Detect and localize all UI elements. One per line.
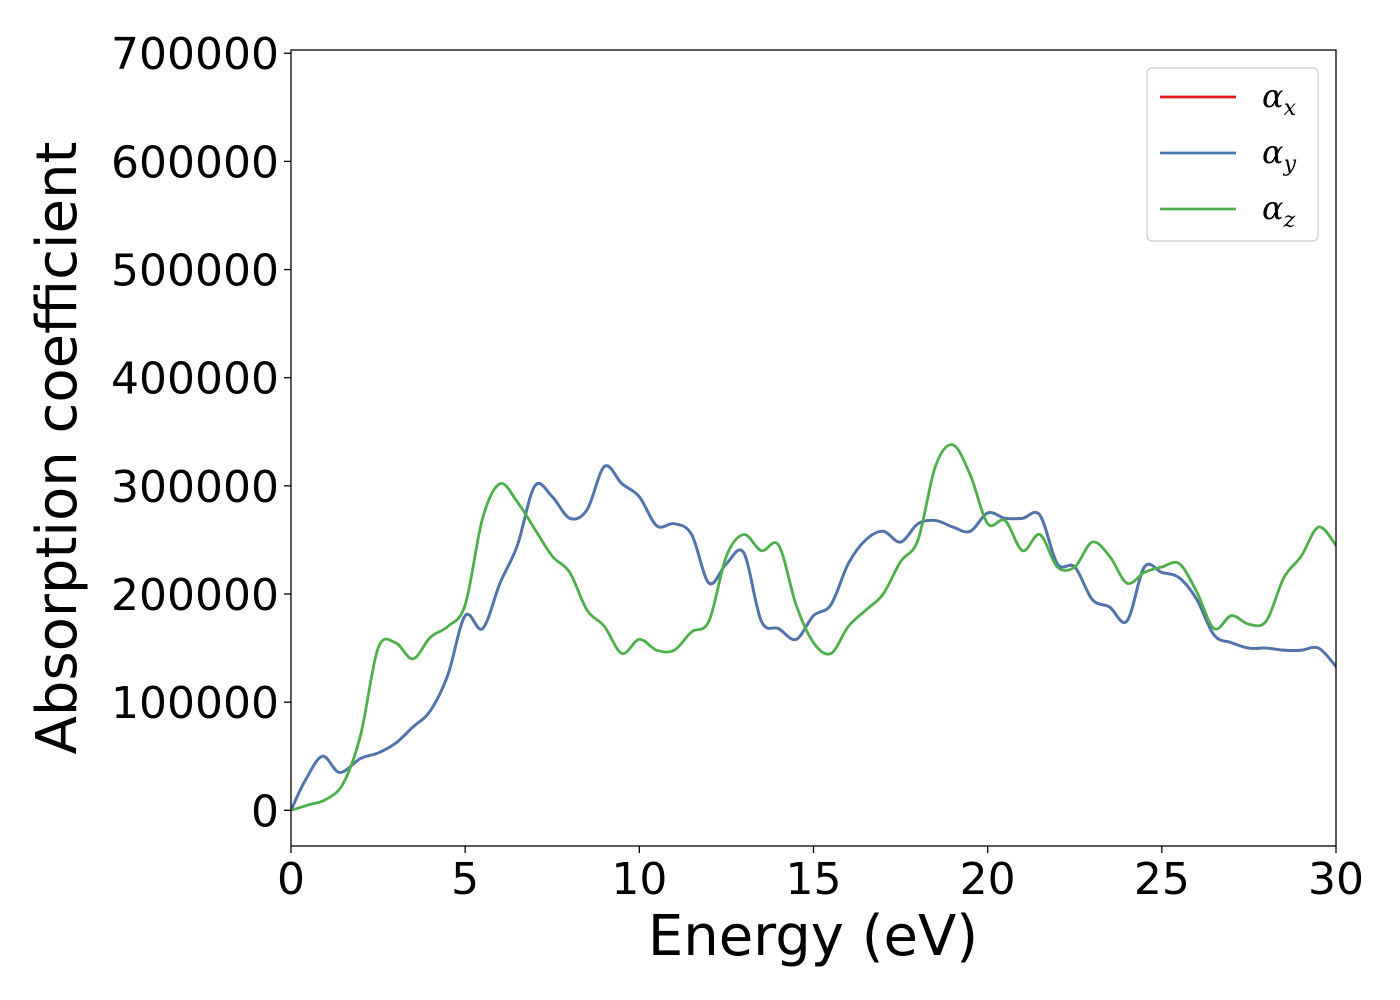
x-tick-label: 20: [960, 854, 1016, 905]
series-line-y: [291, 464, 1336, 812]
legend-label-subscript: x: [1284, 96, 1297, 121]
legend-label-x: αx: [1262, 77, 1297, 121]
legend-label-base: α: [1262, 189, 1284, 227]
legend-label-z: αz: [1262, 189, 1296, 233]
y-tick-label: 500000: [111, 246, 279, 297]
legend-label-base: α: [1262, 77, 1284, 115]
y-tick-label: 0: [251, 786, 279, 837]
legend-box: [1146, 67, 1319, 242]
series-line-z: [291, 443, 1336, 812]
y-tick-label: 700000: [111, 29, 279, 80]
legend-label-base: α: [1262, 133, 1284, 171]
x-tick-label: 25: [1134, 854, 1190, 905]
x-tick-label: 0: [277, 854, 305, 905]
y-tick-label: 300000: [111, 462, 279, 513]
y-tick-label: 200000: [111, 570, 279, 621]
legend-label-subscript: z: [1283, 208, 1296, 233]
y-axis: 0 100000 200000 300000 400000 500000 600000 700…: [111, 29, 291, 837]
x-tick-label: 5: [451, 854, 479, 905]
y-tick-label: 100000: [111, 678, 279, 729]
y-axis-title: Absorption coefficient: [25, 142, 90, 755]
y-tick-label: 400000: [111, 354, 279, 405]
x-axis: 0 5 10 15 20 25 30: [277, 846, 1364, 905]
legend-label-subscript: y: [1283, 152, 1297, 177]
x-tick-label: 15: [786, 854, 842, 905]
legend-label-y: αy: [1262, 133, 1297, 177]
x-tick-label: 10: [611, 854, 667, 905]
x-tick-label: 30: [1308, 854, 1364, 905]
x-axis-title: Energy (eV): [648, 904, 978, 969]
y-tick-label: 600000: [111, 137, 279, 188]
series-layer: [291, 443, 1336, 812]
